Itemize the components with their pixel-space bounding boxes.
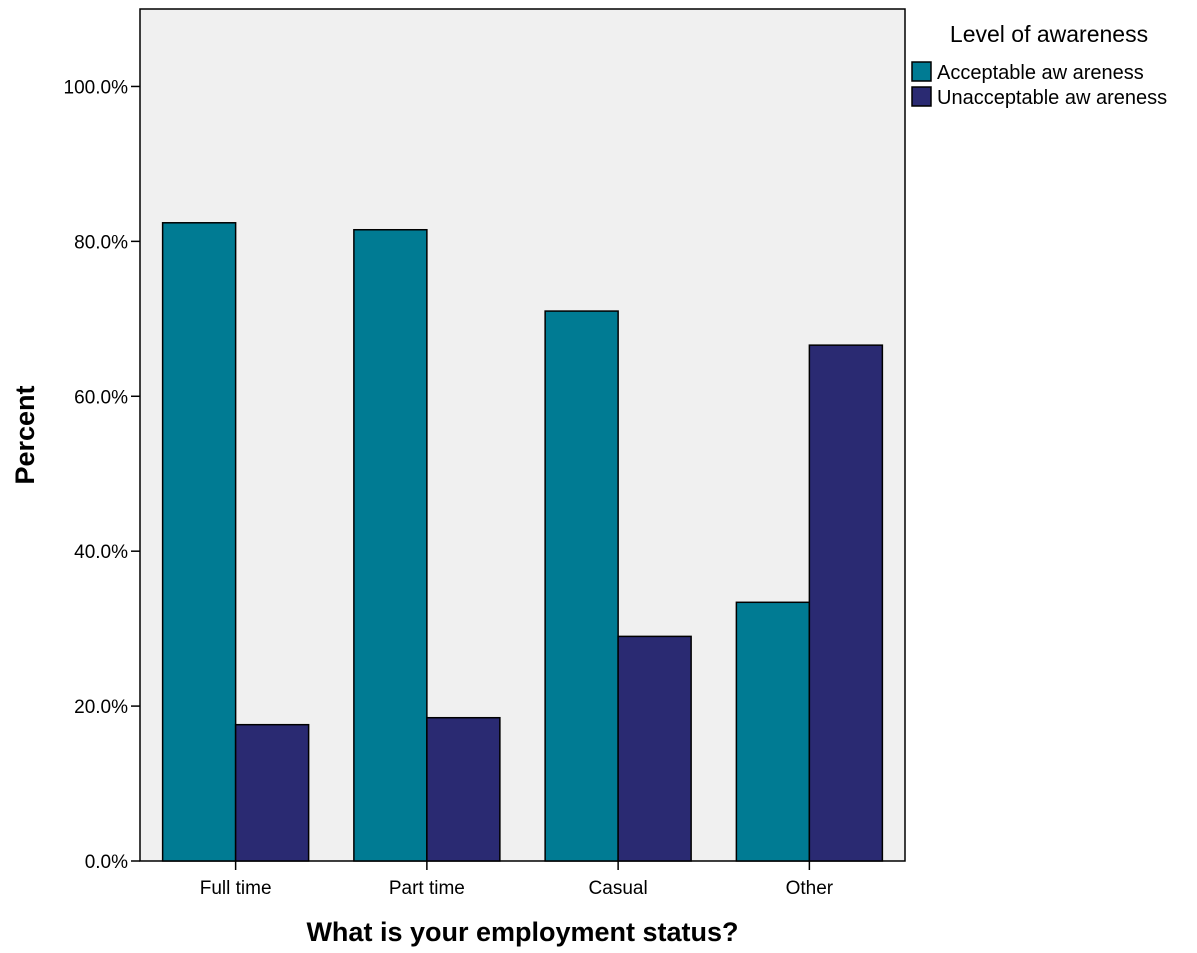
bar-acceptable-part-time: [353, 228, 428, 862]
bar-acceptable-casual: [544, 310, 619, 862]
legend-swatch-acceptable: [911, 61, 932, 82]
y-axis-title: Percent: [10, 385, 40, 484]
x-tick-label-part-time: Part time: [389, 878, 465, 899]
y-tick-label: 40.0%: [74, 542, 128, 563]
y-tick-label: 100.0%: [64, 77, 129, 98]
bar-unacceptable-full-time: [234, 723, 310, 862]
x-tick-label-casual: Casual: [589, 878, 648, 899]
y-tick-label: 20.0%: [74, 697, 128, 718]
y-tick-label: 60.0%: [74, 387, 128, 408]
legend-label-acceptable: Acceptable aw areness: [937, 62, 1144, 84]
x-tick-label-other: Other: [786, 878, 834, 899]
legend-label-unacceptable: Unacceptable aw areness: [937, 87, 1167, 109]
y-tick-label: 80.0%: [74, 232, 128, 253]
legend-title: Level of awareness: [950, 21, 1148, 47]
bars-layer: [161, 222, 884, 862]
x-axis: Full time Part time Casual Other: [200, 861, 834, 899]
x-tick-label-full-time: Full time: [200, 878, 272, 899]
legend-swatch-unacceptable: [911, 86, 932, 107]
legend-items: Acceptable aw areness Unacceptable aw are…: [911, 61, 1167, 109]
y-axis: 0.0% 20.0% 40.0% 60.0% 80.0% 100.0%: [64, 77, 140, 873]
bar-unacceptable-other: [808, 344, 884, 862]
bar-acceptable-other: [735, 601, 811, 862]
y-tick-label: 0.0%: [85, 852, 128, 873]
x-axis-title: What is your employment status?: [306, 917, 738, 947]
legend: Level of awareness Acceptable aw areness…: [911, 21, 1167, 109]
bar-unacceptable-part-time: [426, 716, 501, 862]
bar-unacceptable-casual: [617, 635, 692, 862]
bar-acceptable-full-time: [161, 222, 237, 862]
